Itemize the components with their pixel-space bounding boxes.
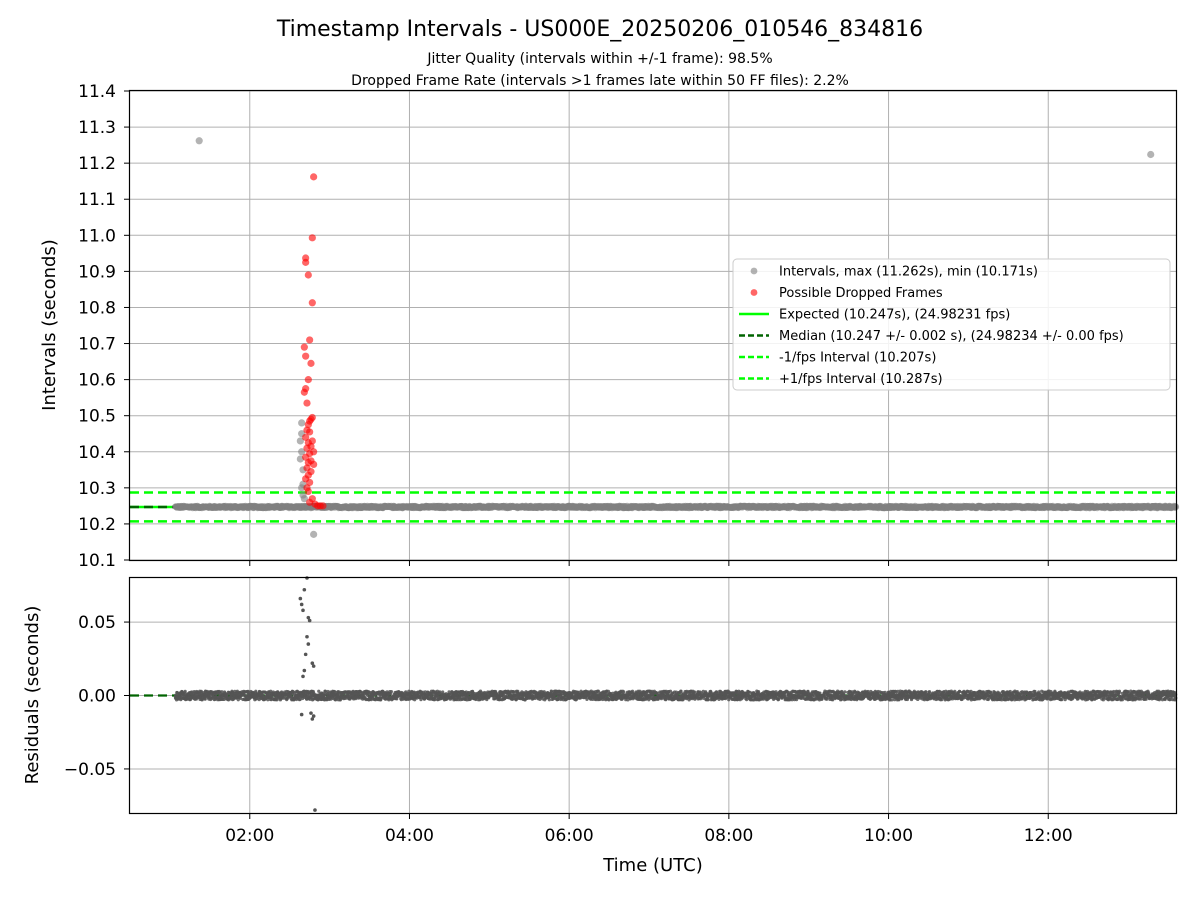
- intervals-y-tick-label: 10.3: [78, 479, 116, 499]
- dropped-frame-point: [303, 399, 311, 407]
- interval-point: [296, 437, 304, 445]
- dropped-frame-point: [307, 359, 315, 367]
- residual-point: [433, 698, 437, 702]
- dropped-frame-point: [304, 376, 312, 384]
- residual-point: [261, 693, 265, 697]
- residuals-points: [173, 576, 1178, 812]
- dropped-frame-point: [304, 487, 312, 496]
- legend-marker-intervals: [750, 267, 758, 275]
- intervals-y-tick-label: 11.0: [78, 226, 116, 246]
- interval-point: [1147, 150, 1155, 159]
- interval-point: [298, 484, 306, 492]
- residual-point: [317, 689, 321, 693]
- legend-label: Intervals, max (11.262s), min (10.171s): [779, 265, 1038, 280]
- intervals-y-axis-label: Intervals (seconds): [39, 239, 60, 411]
- residual-point: [692, 690, 697, 694]
- residual-point: [225, 693, 229, 697]
- residual-point: [246, 690, 251, 695]
- interval-point: [298, 419, 306, 427]
- intervals-y-tick-label: 10.6: [78, 371, 116, 391]
- residual-point: [220, 690, 224, 694]
- interval-point: [298, 448, 306, 456]
- intervals-plot-frame: [128, 89, 1178, 562]
- dropped-frame-point: [300, 388, 308, 396]
- interval-point: [300, 495, 308, 503]
- dropped-frame-point: [308, 299, 316, 307]
- intervals-y-tick-label: 10.9: [78, 262, 116, 282]
- residual-point: [706, 698, 710, 702]
- residual-point: [203, 697, 207, 701]
- residual-point: [298, 697, 302, 702]
- dropped-frame-point: [302, 352, 310, 360]
- residual-point: [323, 689, 327, 693]
- dropped-frame-point: [310, 173, 318, 181]
- residual-point: [389, 689, 394, 694]
- interval-point: [195, 137, 203, 145]
- intervals-y-tick-label: 11.2: [78, 154, 116, 174]
- residual-point: [309, 695, 313, 699]
- intervals-y-tick-label: 10.4: [78, 443, 116, 463]
- legend-label: Median (10.247 +/- 0.002 s), (24.98234 +…: [779, 329, 1124, 344]
- intervals-panel: 10.1 10.2 10.3 10.4 10.5 10.6 10.7 10.8 10.9 11.0…: [39, 82, 1180, 571]
- intervals-y-tick-label: 11.1: [78, 190, 116, 210]
- dropped-frame-point: [308, 234, 316, 242]
- intervals-y-tick-label: 10.1: [78, 551, 116, 571]
- legend-label: -1/fps Interval (10.207s): [779, 351, 936, 366]
- residuals-panel: 02:00 04:00 06:00 08:00 10:00 12:000.050.00−0…: [22, 576, 1178, 876]
- intervals-y-tick-label: 11.3: [78, 118, 116, 138]
- chart-title: Timestamp Intervals - US000E_20250206_01…: [276, 17, 923, 42]
- residual-point: [254, 697, 258, 701]
- legend: Intervals, max (11.262s), min (10.171s) P…: [732, 258, 1171, 391]
- legend-label: Possible Dropped Frames: [779, 286, 943, 301]
- residual-point: [332, 690, 337, 694]
- dropped-frame-point: [306, 428, 314, 436]
- interval-point: [310, 530, 318, 538]
- legend-label: +1/fps Interval (10.287s): [779, 372, 943, 387]
- dropped-frame-point: [319, 502, 327, 510]
- chart-subtitle-jitter: Jitter Quality (intervals within +/-1 fr…: [426, 51, 772, 67]
- residual-point: [238, 696, 243, 700]
- dropped-frame-point: [306, 478, 314, 487]
- residual-point: [783, 693, 787, 697]
- residual-point: [190, 690, 194, 694]
- intervals-axes: 10.1 10.2 10.3 10.4 10.5 10.6 10.7 10.8 10.9 11.0…: [78, 82, 1049, 571]
- dropped-frame-point: [300, 343, 308, 351]
- intervals-y-tick-label: 10.2: [78, 515, 116, 535]
- dropped-frame-point: [302, 453, 310, 461]
- dropped-frame-point: [302, 433, 310, 441]
- residual-point: [275, 698, 279, 702]
- intervals-points: [172, 137, 1180, 538]
- intervals-y-tick-label: 10.8: [78, 298, 116, 318]
- residual-point: [622, 690, 626, 694]
- dropped-frame-point: [302, 258, 310, 266]
- dropped-frame-point: [304, 271, 312, 279]
- dropped-frame-point: [310, 460, 318, 468]
- chart-subtitle-dropped: Dropped Frame Rate (intervals >1 frames …: [351, 73, 849, 89]
- residual-point: [547, 698, 551, 702]
- dropped-frame-point: [303, 444, 311, 452]
- legend-box: [732, 258, 1171, 391]
- dropped-frame-point: [306, 336, 314, 344]
- legend-label: Expected (10.247s), (24.98231 fps): [779, 308, 1010, 323]
- residual-point: [183, 689, 187, 693]
- dropped-frame-point: [304, 421, 312, 429]
- intervals-y-tick-label: 10.5: [78, 407, 116, 427]
- intervals-y-tick-label: 11.4: [78, 82, 116, 102]
- legend-marker-dropped: [750, 289, 758, 296]
- residual-point: [254, 689, 258, 693]
- intervals-y-tick-label: 10.7: [78, 335, 116, 355]
